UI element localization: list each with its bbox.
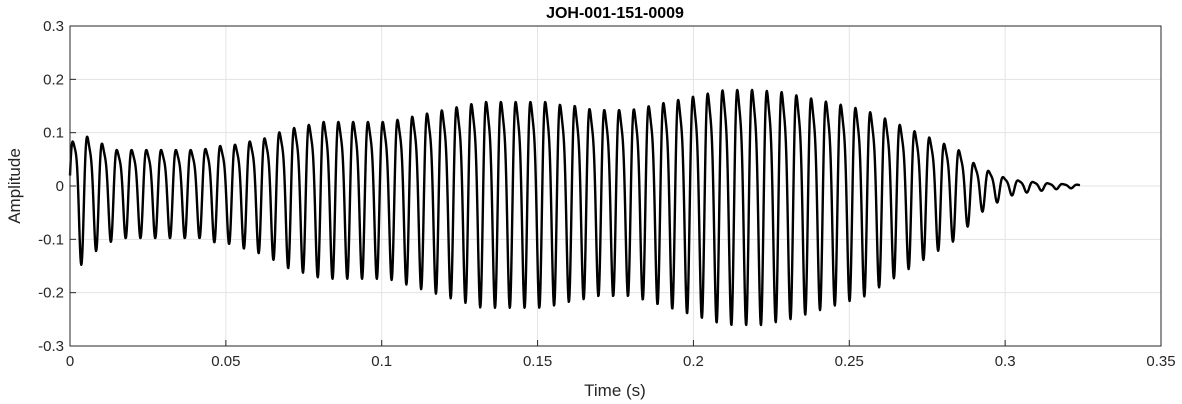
- x-tick-label: 0.15: [523, 353, 552, 370]
- y-tick-label: -0.1: [38, 231, 64, 248]
- y-tick-label: -0.2: [38, 285, 64, 302]
- tick-marks: [69, 25, 1162, 347]
- y-tick-label: 0.2: [43, 71, 64, 88]
- series-layer: [68, 88, 1081, 327]
- x-tick-label: 0: [66, 353, 74, 370]
- y-tick-label: 0.3: [43, 18, 64, 35]
- x-tick-label: 0.1: [371, 353, 392, 370]
- x-tick-label: 0.05: [211, 353, 240, 370]
- y-tick-label: 0: [56, 178, 64, 195]
- y-tick-label: 0.1: [43, 125, 64, 142]
- x-tick-label: 0.3: [995, 353, 1016, 370]
- x-tick-label: 0.2: [683, 353, 704, 370]
- y-tick-labels: -0.3 -0.2 -0.1 0 0.1 0.2 0.3: [38, 18, 64, 355]
- x-tick-label: 0.35: [1146, 353, 1175, 370]
- waveform-series-line: [68, 88, 1081, 327]
- x-tick-labels: 0 0.05 0.1 0.15 0.2 0.25 0.3 0.35: [66, 353, 1176, 370]
- y-tick-label: -0.3: [38, 338, 64, 355]
- x-axis-label: Time (s): [584, 381, 646, 400]
- grid-lines: [70, 26, 1161, 346]
- x-tick-label: 0.25: [835, 353, 864, 370]
- chart-title: JOH-001-151-0009: [546, 5, 684, 22]
- y-axis-label: Amplitude: [5, 148, 24, 224]
